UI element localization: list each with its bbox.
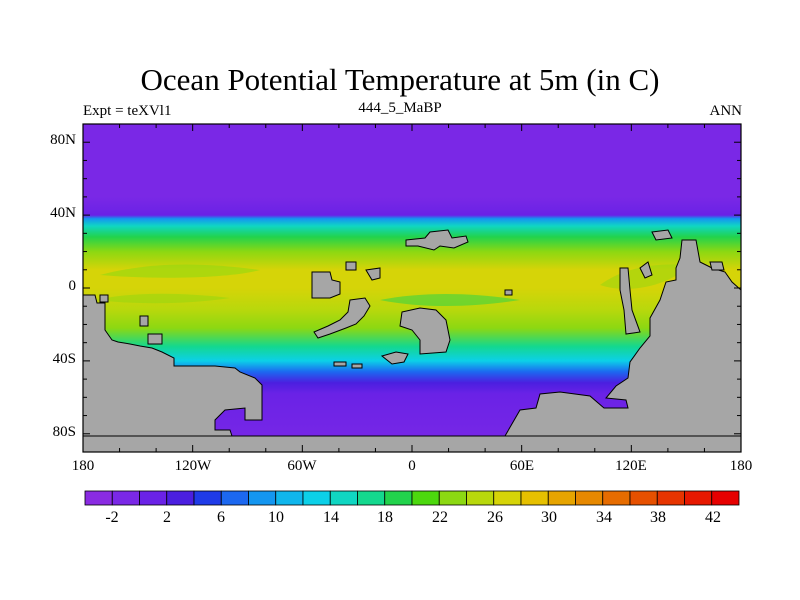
x-tick-label: 180 xyxy=(71,458,95,474)
y-tick-label: 80N xyxy=(50,132,76,148)
colorbar-swatch xyxy=(166,490,195,506)
colorbar-swatch xyxy=(684,490,713,506)
colorbar-swatch xyxy=(602,490,631,506)
colorbar-label: 34 xyxy=(596,509,612,526)
season-label: ANN xyxy=(709,103,743,119)
y-tick-label: 40N xyxy=(50,205,76,221)
x-tick-label: 180 xyxy=(729,458,753,474)
colorbar-swatch xyxy=(520,490,549,506)
y-tick-label: 80S xyxy=(52,424,76,440)
colorbar-label: 22 xyxy=(432,509,448,526)
colorbar-label: 14 xyxy=(323,509,339,526)
land-island xyxy=(333,361,347,367)
colorbar-swatch xyxy=(302,490,331,506)
colorbar-swatch xyxy=(656,490,685,506)
colorbar xyxy=(84,490,740,506)
land-island xyxy=(313,297,371,339)
land-island xyxy=(380,351,409,365)
colorbar-swatch xyxy=(547,490,576,506)
land-island xyxy=(351,363,363,369)
colorbar-swatch xyxy=(438,490,467,506)
colorbar-swatch xyxy=(384,490,413,506)
warm-tongue xyxy=(100,264,260,278)
colorbar-swatch xyxy=(575,490,604,506)
land-island xyxy=(619,267,641,335)
colorbar-swatch xyxy=(111,490,140,506)
x-tick-label: 0 xyxy=(408,458,416,474)
land-island xyxy=(147,333,163,345)
colorbar-label: 30 xyxy=(541,509,557,526)
colorbar-swatch xyxy=(466,490,495,506)
colorbar-swatch xyxy=(139,490,168,506)
land-island xyxy=(365,267,381,281)
colorbar-swatch xyxy=(193,490,222,506)
land-island xyxy=(639,261,653,279)
colorbar-label: -2 xyxy=(105,509,119,526)
colorbar-label: 2 xyxy=(163,509,171,526)
land-masses xyxy=(83,229,741,452)
land-antarctic-base xyxy=(83,435,741,452)
colorbar-swatch xyxy=(629,490,658,506)
x-tick-label: 60E xyxy=(509,458,535,474)
x-tick-label: 120W xyxy=(174,458,212,474)
colorbar-label: 18 xyxy=(377,509,393,526)
colorbar-swatch xyxy=(329,490,358,506)
colorbar-label: 38 xyxy=(650,509,666,526)
colorbar-swatch xyxy=(357,490,386,506)
colorbar-label: 6 xyxy=(217,509,225,526)
colorbar-label: 42 xyxy=(705,509,721,526)
colorbar-swatch xyxy=(711,490,740,506)
age-label: 444_5_MaBP xyxy=(358,100,442,116)
land-east-continent xyxy=(504,239,741,437)
land-island xyxy=(99,294,109,303)
chart-title: Ocean Potential Temperature at 5m (in C) xyxy=(140,62,660,97)
colorbar-swatch xyxy=(248,490,277,506)
land-west-continent xyxy=(83,294,263,437)
colorbar-swatch xyxy=(411,490,440,506)
land-island xyxy=(651,229,673,241)
land-island xyxy=(345,261,357,271)
colorbar-swatch xyxy=(275,490,304,506)
axis-ticks xyxy=(82,123,742,453)
experiment-label: Expt = teXVl1 xyxy=(83,103,172,119)
x-tick-label: 60W xyxy=(287,458,317,474)
land-island xyxy=(311,271,341,299)
land-island xyxy=(709,261,725,271)
land-island xyxy=(399,307,451,355)
land-island xyxy=(405,229,469,251)
y-tick-label: 40S xyxy=(52,351,76,367)
colorbar-label: 26 xyxy=(487,509,503,526)
colorbar-label: 10 xyxy=(268,509,284,526)
colorbar-swatch xyxy=(493,490,522,506)
colorbar-swatch xyxy=(220,490,249,506)
x-tick-label: 120E xyxy=(615,458,647,474)
y-tick-label: 0 xyxy=(68,278,77,294)
warm-tongue xyxy=(380,294,520,306)
land-island xyxy=(139,315,149,327)
warm-tongue xyxy=(96,293,230,304)
land-island xyxy=(504,289,513,296)
colorbar-swatch xyxy=(84,490,113,506)
